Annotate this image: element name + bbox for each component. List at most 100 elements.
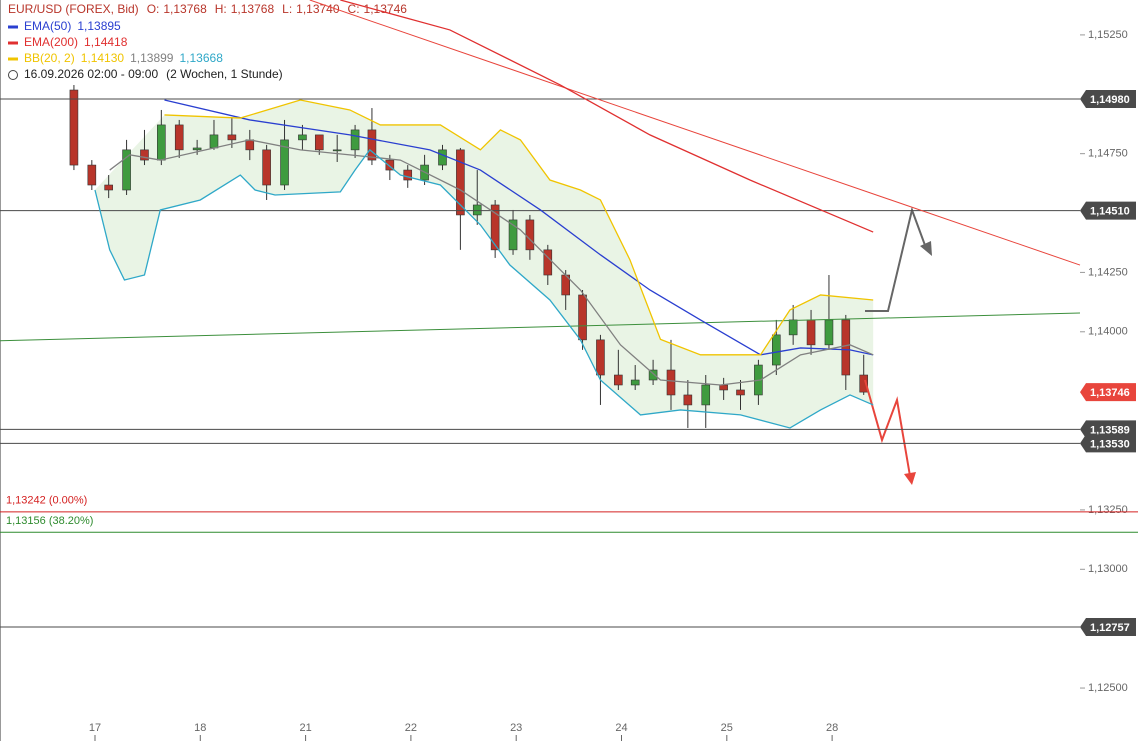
legend-swatch xyxy=(8,57,18,61)
indicator-line xyxy=(164,99,874,356)
candle-body xyxy=(596,339,605,376)
candle-body xyxy=(578,294,587,341)
header: EUR/USD (FOREX, Bid) O: 1,13768 H: 1,13768 L:… xyxy=(8,2,407,81)
candle-body xyxy=(298,134,307,141)
level-box xyxy=(1080,434,1136,453)
indicator-line xyxy=(340,0,874,233)
candle-body xyxy=(630,379,640,386)
y-tick-label: 1,14000 xyxy=(1088,326,1128,338)
candle-body xyxy=(245,139,255,151)
candle-body xyxy=(525,219,535,251)
trend-line xyxy=(0,312,1081,342)
candle-body xyxy=(806,319,816,346)
fib-label: 1,13156 (38.20%) xyxy=(6,515,93,527)
bull-scenario xyxy=(865,206,927,312)
candle-body xyxy=(614,374,623,386)
candle-body xyxy=(385,159,395,171)
level-label: 1,13530 xyxy=(1090,438,1130,450)
candle-body xyxy=(472,204,482,216)
level-label: 1,14980 xyxy=(1090,94,1130,106)
x-tick-label: 21 xyxy=(299,722,311,734)
y-tick-label: 1,13250 xyxy=(1088,504,1128,516)
band-fill xyxy=(94,99,874,428)
candle-body xyxy=(859,374,869,393)
y-tick-label: 1,15250 xyxy=(1088,29,1128,41)
header-text: 1,13895 xyxy=(77,19,121,33)
candle-body xyxy=(490,204,500,251)
candle-body xyxy=(174,124,184,151)
candle-body xyxy=(543,249,553,276)
x-tick-label: 22 xyxy=(405,722,417,734)
scenario-arrows xyxy=(864,206,932,485)
clock-icon xyxy=(8,70,18,80)
x-tick-label: 25 xyxy=(721,722,733,734)
candle-body xyxy=(192,147,202,151)
header-text: EMA(200) xyxy=(24,35,78,49)
header-text: 1,13768 xyxy=(163,2,207,16)
y-tick-label: 1,14250 xyxy=(1088,266,1128,278)
bear-scenario xyxy=(864,379,911,477)
header-line: EUR/USD (FOREX, Bid) O: 1,13768 H: 1,13768 L:… xyxy=(8,2,407,16)
current-price-label: 1,13746 xyxy=(1090,387,1130,399)
header-text: BB(20, 2) xyxy=(24,51,75,65)
header-text: 16.09.2026 02:00 - 09:00 xyxy=(24,67,158,81)
y-tick-label: 1,13000 xyxy=(1088,563,1128,575)
arrow-head xyxy=(904,472,916,485)
level-box xyxy=(1080,90,1136,109)
candle-body xyxy=(824,319,834,346)
level-box xyxy=(1080,201,1136,220)
candle-body xyxy=(719,384,728,391)
candle-body xyxy=(403,169,413,181)
legend-entry: EMA(200) 1,14418 xyxy=(24,35,128,49)
candle-body xyxy=(350,129,360,151)
x-tick-label: 17 xyxy=(89,722,101,734)
header-text: (2 Wochen, 1 Stunde) xyxy=(166,67,283,81)
candle-body xyxy=(69,89,79,166)
x-tick-label: 18 xyxy=(194,722,206,734)
candle-body xyxy=(262,149,271,186)
candle-body xyxy=(209,134,219,149)
level-box xyxy=(1080,618,1136,636)
legend-swatch xyxy=(8,25,18,29)
candle-body xyxy=(314,134,324,151)
y-tick-label: 1,14750 xyxy=(1088,148,1128,160)
x-tick-label: 23 xyxy=(510,722,522,734)
header-text: L: xyxy=(282,2,292,16)
candle-body xyxy=(701,384,711,406)
candle-body xyxy=(227,134,237,141)
candle-body xyxy=(736,389,745,396)
level-label: 1,13589 xyxy=(1090,424,1130,436)
level-label: 1,12757 xyxy=(1090,622,1130,634)
header-text: 1,13768 xyxy=(231,2,275,16)
candle-body xyxy=(772,334,781,366)
trend-line xyxy=(309,0,1081,266)
header-text: 1,13746 xyxy=(364,2,408,16)
indicator-line xyxy=(109,139,874,386)
arrow-head xyxy=(920,241,932,256)
candle-body xyxy=(438,149,447,166)
header-text: EUR/USD (FOREX, Bid) xyxy=(8,2,139,16)
candle-body xyxy=(648,369,658,381)
candle-body xyxy=(841,319,851,376)
candle-body xyxy=(87,164,97,186)
candle-body xyxy=(666,369,676,396)
candle-body xyxy=(508,219,518,251)
candle-body xyxy=(140,149,149,161)
plot-area xyxy=(69,85,874,428)
header-text: H: xyxy=(215,2,227,16)
header-text: O: xyxy=(147,2,160,16)
header-text: C: xyxy=(348,2,360,16)
indicator-line xyxy=(94,148,874,429)
indicator-line xyxy=(164,99,874,356)
candle-body xyxy=(788,319,798,336)
y-tick-label: 1,12500 xyxy=(1088,682,1128,694)
level-box xyxy=(1080,420,1136,439)
header-text: 1,14130 xyxy=(81,51,125,65)
candle-body xyxy=(104,184,113,191)
candle-body xyxy=(280,139,289,186)
level-label: 1,14510 xyxy=(1090,206,1130,218)
candle-body xyxy=(332,149,342,152)
candle-body xyxy=(122,149,131,191)
legend-entry: EMA(50) 1,13895 xyxy=(24,19,121,33)
candle-body xyxy=(456,149,465,216)
